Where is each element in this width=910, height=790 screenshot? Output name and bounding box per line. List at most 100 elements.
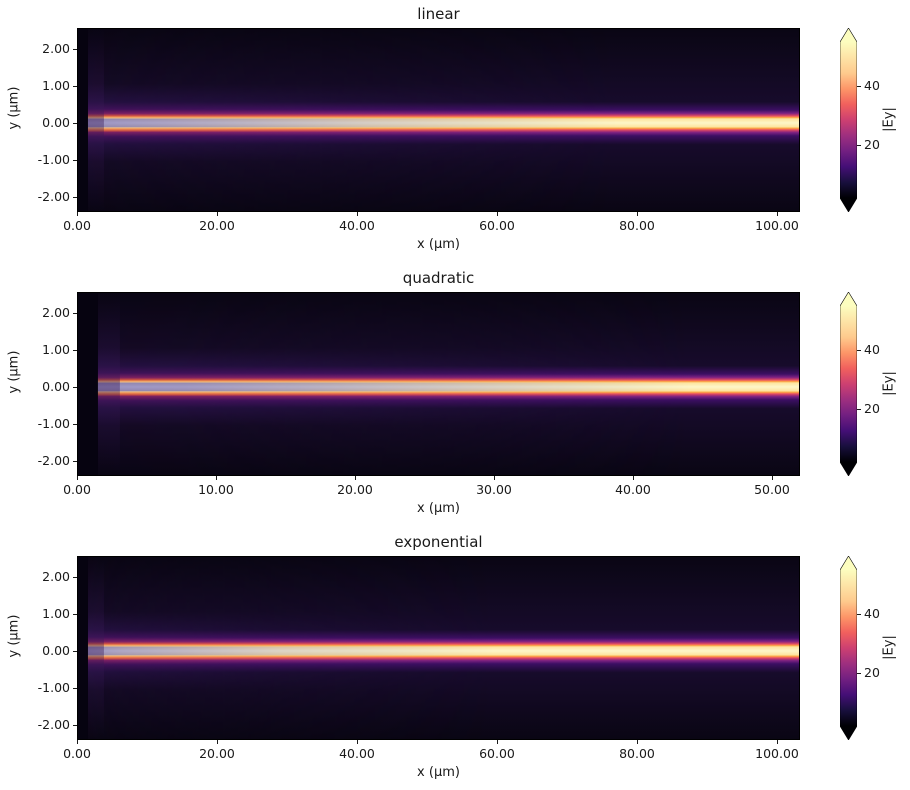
y-tick-mark [73, 86, 77, 87]
x-tick-mark [216, 476, 217, 480]
x-tick-mark [637, 212, 638, 216]
x-tick-mark [497, 212, 498, 216]
y-tick-mark [73, 123, 77, 124]
x-tick-label: 50.00 [754, 482, 790, 497]
y-tick-label: 2.00 [42, 305, 70, 320]
x-tick-mark [633, 476, 634, 480]
colorbar-label: |Ey| [881, 635, 897, 660]
y-tick-mark [73, 725, 77, 726]
x-tick-mark [217, 212, 218, 216]
heatmap-image-quadratic [78, 293, 799, 475]
heatmap-image-exponential [78, 557, 799, 739]
heatmap-axes-quadratic [77, 292, 800, 476]
y-tick-label: -2.00 [37, 453, 70, 468]
x-tick-mark [77, 740, 78, 744]
colorbar-exponential [840, 556, 857, 740]
x-tick-mark [77, 476, 78, 480]
y-tick-label: 0.00 [42, 115, 70, 130]
x-tick-mark [357, 740, 358, 744]
colorbar-tick-label: 40 [864, 606, 880, 621]
colorbar-tick-label: 40 [864, 78, 880, 93]
x-tick-label: 40.00 [615, 482, 651, 497]
colorbar-tick-label: 40 [864, 342, 880, 357]
colorbar-tick-label: 20 [864, 401, 880, 416]
x-tick-mark [772, 476, 773, 480]
x-tick-label: 60.00 [479, 218, 515, 233]
y-tick-label: 1.00 [42, 342, 70, 357]
x-tick-label: 60.00 [479, 746, 515, 761]
x-tick-mark [497, 740, 498, 744]
y-tick-mark [73, 577, 77, 578]
x-tick-mark [494, 476, 495, 480]
colorbar-tick-mark [857, 350, 861, 351]
x-axis-label: x (μm) [417, 237, 460, 252]
x-tick-mark [357, 212, 358, 216]
x-tick-mark [77, 212, 78, 216]
colorbar-tick-label: 20 [864, 665, 880, 680]
y-tick-label: 1.00 [42, 78, 70, 93]
y-tick-label: 0.00 [42, 643, 70, 658]
y-tick-mark [73, 313, 77, 314]
x-tick-label: 0.00 [63, 218, 91, 233]
x-tick-label: 20.00 [199, 218, 235, 233]
y-tick-label: -1.00 [37, 152, 70, 167]
colorbar-gradient [840, 28, 857, 212]
y-tick-label: -2.00 [37, 717, 70, 732]
x-tick-label: 100.00 [755, 218, 799, 233]
y-tick-label: 2.00 [42, 569, 70, 584]
x-tick-label: 80.00 [619, 218, 655, 233]
x-tick-label: 0.00 [63, 746, 91, 761]
plot-title-quadratic: quadratic [402, 269, 475, 287]
y-tick-mark [73, 350, 77, 351]
x-tick-label: 40.00 [339, 746, 375, 761]
x-tick-mark [217, 740, 218, 744]
plot-title-linear: linear [417, 5, 460, 23]
y-tick-label: -1.00 [37, 680, 70, 695]
heatmap-image-linear [78, 29, 799, 211]
heatmap-axes-exponential [77, 556, 800, 740]
x-tick-label: 40.00 [339, 218, 375, 233]
plot-title-exponential: exponential [394, 533, 483, 551]
x-tick-label: 10.00 [198, 482, 234, 497]
x-axis-label: x (μm) [417, 501, 460, 516]
colorbar-gradient [840, 292, 857, 476]
y-tick-mark [73, 461, 77, 462]
colorbar-label: |Ey| [881, 107, 897, 132]
y-tick-label: 0.00 [42, 379, 70, 394]
x-tick-mark [777, 740, 778, 744]
x-tick-mark [637, 740, 638, 744]
x-tick-label: 0.00 [63, 482, 91, 497]
y-tick-mark [73, 160, 77, 161]
heatmap-axes-linear [77, 28, 800, 212]
y-tick-mark [73, 197, 77, 198]
colorbar-tick-mark [857, 145, 861, 146]
x-axis-label: x (μm) [417, 765, 460, 780]
colorbar-tick-mark [857, 409, 861, 410]
y-tick-mark [73, 614, 77, 615]
x-tick-label: 100.00 [755, 746, 799, 761]
colorbar-linear [840, 28, 857, 212]
colorbar-gradient [840, 556, 857, 740]
y-tick-mark [73, 651, 77, 652]
colorbar-quadratic [840, 292, 857, 476]
x-tick-mark [355, 476, 356, 480]
x-tick-label: 20.00 [199, 746, 235, 761]
y-tick-label: -1.00 [37, 416, 70, 431]
x-tick-mark [777, 212, 778, 216]
x-tick-label: 80.00 [619, 746, 655, 761]
y-tick-label: 2.00 [42, 41, 70, 56]
colorbar-label: |Ey| [881, 371, 897, 396]
colorbar-tick-label: 20 [864, 137, 880, 152]
y-tick-mark [73, 49, 77, 50]
y-tick-mark [73, 424, 77, 425]
y-tick-mark [73, 688, 77, 689]
colorbar-tick-mark [857, 673, 861, 674]
x-tick-label: 20.00 [337, 482, 373, 497]
colorbar-tick-mark [857, 86, 861, 87]
colorbar-tick-mark [857, 614, 861, 615]
y-tick-label: 1.00 [42, 606, 70, 621]
y-tick-mark [73, 387, 77, 388]
x-tick-label: 30.00 [476, 482, 512, 497]
y-tick-label: -2.00 [37, 189, 70, 204]
